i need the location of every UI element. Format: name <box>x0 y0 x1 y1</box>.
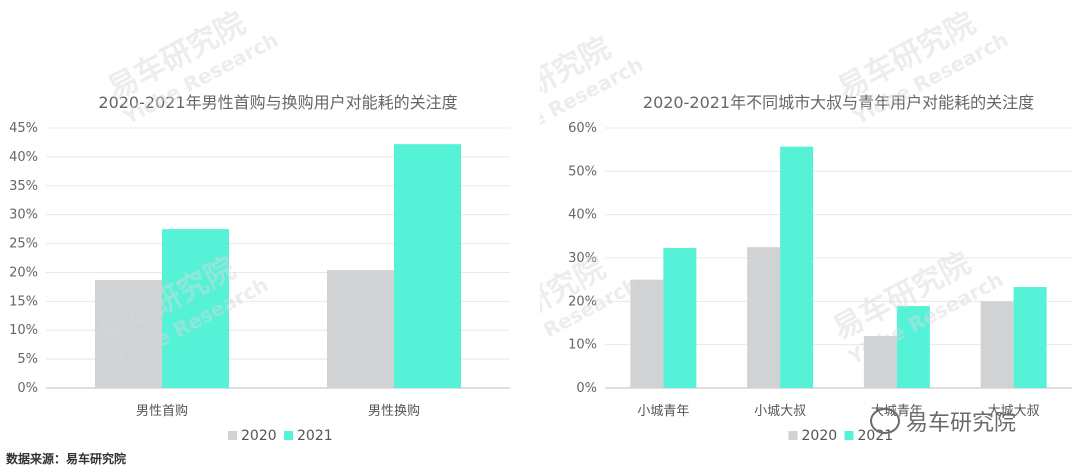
legend-swatch-2021 <box>844 431 854 440</box>
y-tick-label: 25% <box>9 237 38 252</box>
legend-label-2020: 2020 <box>802 428 838 444</box>
watermark-badge: 易车研究院 <box>870 405 1016 437</box>
bar-2020-3 <box>980 301 1014 388</box>
x-category-label: 小城青年 <box>637 404 689 419</box>
x-category-label: 男性换购 <box>368 403 420 419</box>
y-tick-label: 20% <box>9 265 38 280</box>
x-category-label: 小城大叔 <box>754 404 806 419</box>
y-tick-label: 45% <box>9 121 38 136</box>
bar-2020-1 <box>747 247 781 388</box>
y-tick-label: 35% <box>9 179 38 194</box>
bar-2021-2 <box>896 306 930 388</box>
chart-title: 2020-2021年男性首购与换购用户对能耗的关注度 <box>98 93 457 112</box>
y-tick-label: 50% <box>568 164 597 179</box>
y-tick-label: 10% <box>9 323 38 338</box>
bar-2021-0 <box>663 248 697 388</box>
y-tick-label: 0% <box>17 381 38 396</box>
chart-right-svg: 2020-2021年不同城市大叔与青年用户对能耗的关注度 0% 10% 20% 30% 4… <box>540 6 1072 444</box>
chart-left-svg: 2020-2021年男性首购与换购用户对能耗的关注度 0% 5% 10% 15% 20% 2… <box>9 6 510 444</box>
bar-2020-1 <box>327 270 394 388</box>
wechat-icon <box>870 408 900 434</box>
bar-2021-1 <box>394 144 461 388</box>
y-tick-label: 40% <box>568 208 597 223</box>
y-tick-label: 40% <box>9 150 38 165</box>
legend-label-2020: 2020 <box>241 428 277 444</box>
bar-2020-0 <box>630 279 664 388</box>
legend-label-2021: 2021 <box>297 428 333 444</box>
legend-swatch-2020 <box>228 431 237 440</box>
y-tick-label: 20% <box>568 294 597 309</box>
chart-right-energy-attention-city: 2020-2021年不同城市大叔与青年用户对能耗的关注度 0% 10% 20% 30% 4… <box>540 0 1080 450</box>
bar-2020-0 <box>95 279 162 388</box>
bar-2021-3 <box>1013 287 1047 388</box>
legend-swatch-2020 <box>788 431 798 440</box>
bar-2021-0 <box>162 229 229 388</box>
chart-title: 2020-2021年不同城市大叔与青年用户对能耗的关注度 <box>643 93 1034 112</box>
chart-left-energy-attention-male: 2020-2021年男性首购与换购用户对能耗的关注度 0% 5% 10% 15% 20% 2… <box>0 0 540 450</box>
watermark-brand-label: 易车研究院 <box>906 411 1017 436</box>
bar-2021-1 <box>780 146 814 388</box>
x-category-label: 大城大叔 <box>988 404 1040 419</box>
y-tick-label: 10% <box>568 338 597 353</box>
y-tick-label: 0% <box>576 381 597 396</box>
source-note: 数据来源：易车研究院 <box>6 452 127 466</box>
bar-2020-2 <box>863 336 897 388</box>
y-tick-label: 5% <box>17 352 38 367</box>
legend-swatch-2021 <box>284 431 293 440</box>
y-tick-label: 30% <box>9 208 38 223</box>
y-tick-label: 60% <box>568 121 597 136</box>
y-tick-label: 15% <box>9 294 38 309</box>
y-tick-label: 30% <box>568 251 597 266</box>
x-category-label: 男性首购 <box>136 403 188 419</box>
